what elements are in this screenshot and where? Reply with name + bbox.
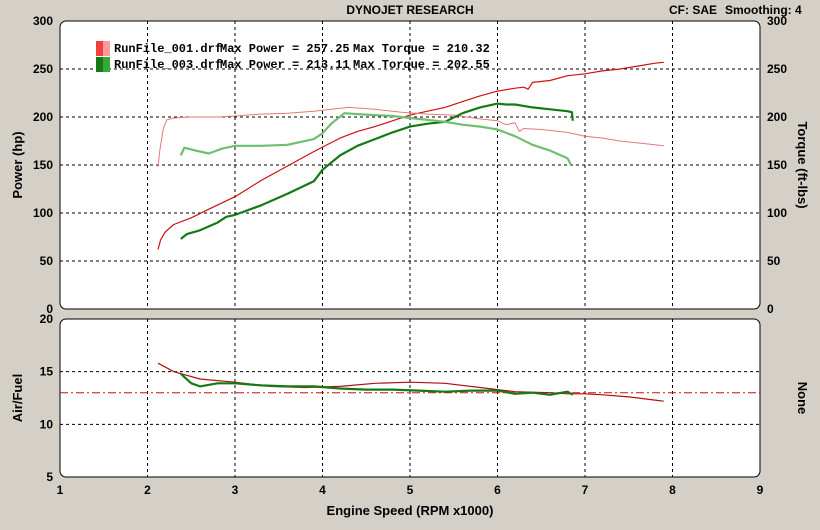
rpm-tick-label: 5: [407, 483, 414, 497]
power-tick-label: 300: [33, 14, 53, 28]
rpm-tick-label: 4: [319, 483, 326, 497]
power-torque-series: [157, 61, 664, 250]
power-axis-ticks: 0 50 100 150 200 250 300: [33, 14, 53, 316]
torque-axis-label: Torque (ft-lbs): [795, 121, 810, 208]
rpm-tick-label: 8: [669, 483, 676, 497]
rpm-tick-label: 2: [144, 483, 151, 497]
legend-run1-torque: Max Torque = 210.32: [353, 42, 490, 56]
run2-af-line: [180, 372, 574, 396]
rpm-axis-label: Engine Speed (RPM x1000): [327, 503, 494, 518]
legend-swatch-run1-b: [103, 41, 110, 56]
power-tick-label: 50: [40, 254, 54, 268]
air-fuel-series: [157, 362, 664, 402]
rpm-tick-label: 3: [232, 483, 239, 497]
run1-torque-line: [157, 106, 664, 167]
legend-run2-power: Max Power = 213.11: [220, 58, 350, 72]
power-tick-label: 250: [33, 62, 53, 76]
power-axis-label: Power (hp): [10, 131, 25, 198]
legend-swatch-run1-a: [96, 41, 103, 56]
power-tick-label: 0: [46, 302, 53, 316]
air-fuel-grid: [60, 319, 760, 477]
torque-tick-label: 100: [767, 206, 787, 220]
torque-tick-label: 0: [767, 302, 774, 316]
cf-label: CF: SAE: [669, 3, 717, 17]
rpm-axis-ticks: 1 2 3 4 5 6 7 8 9: [57, 483, 764, 497]
chart-title: DYNOJET RESEARCH: [346, 3, 473, 17]
rpm-tick-label: 7: [582, 483, 589, 497]
torque-tick-label: 50: [767, 254, 781, 268]
legend-run1-power: Max Power = 257.25: [220, 42, 350, 56]
air-fuel-tick-label: 20: [40, 312, 54, 326]
rpm-tick-label: 6: [494, 483, 501, 497]
legend: RunFile_001.drf Max Power = 257.25 Max T…: [96, 41, 490, 72]
legend-entry-run2: RunFile_003.drf Max Power = 213.11 Max T…: [96, 57, 490, 72]
smoothing-label: Smoothing: 4: [725, 3, 802, 17]
legend-run1-name: RunFile_001.drf: [114, 42, 222, 56]
air-fuel-tick-label: 15: [40, 365, 54, 379]
run1-power-line: [157, 61, 664, 250]
power-tick-label: 200: [33, 110, 53, 124]
power-tick-label: 100: [33, 206, 53, 220]
run2-power-line: [180, 102, 574, 240]
power-tick-label: 150: [33, 158, 53, 172]
air-fuel-axis-label: Air/Fuel: [10, 374, 25, 422]
torque-tick-label: 200: [767, 110, 787, 124]
legend-run2-name: RunFile_003.drf: [114, 58, 222, 72]
legend-run2-torque: Max Torque = 202.55: [353, 58, 490, 72]
air-fuel-right-label: None: [795, 382, 810, 415]
legend-swatch-run2-a: [96, 57, 103, 72]
torque-tick-label: 300: [767, 14, 787, 28]
legend-entry-run1: RunFile_001.drf Max Power = 257.25 Max T…: [96, 41, 490, 56]
torque-tick-label: 150: [767, 158, 787, 172]
run2-torque-line: [179, 112, 572, 166]
torque-tick-label: 250: [767, 62, 787, 76]
rpm-tick-label: 9: [757, 483, 764, 497]
legend-swatch-run2-b: [103, 57, 110, 72]
torque-axis-ticks: 0 50 100 150 200 250 300: [767, 14, 787, 316]
air-fuel-tick-label: 10: [40, 417, 54, 431]
air-fuel-tick-label: 5: [46, 470, 53, 484]
air-fuel-axis-ticks: 5 10 15 20: [40, 312, 54, 484]
rpm-tick-label: 1: [57, 483, 64, 497]
